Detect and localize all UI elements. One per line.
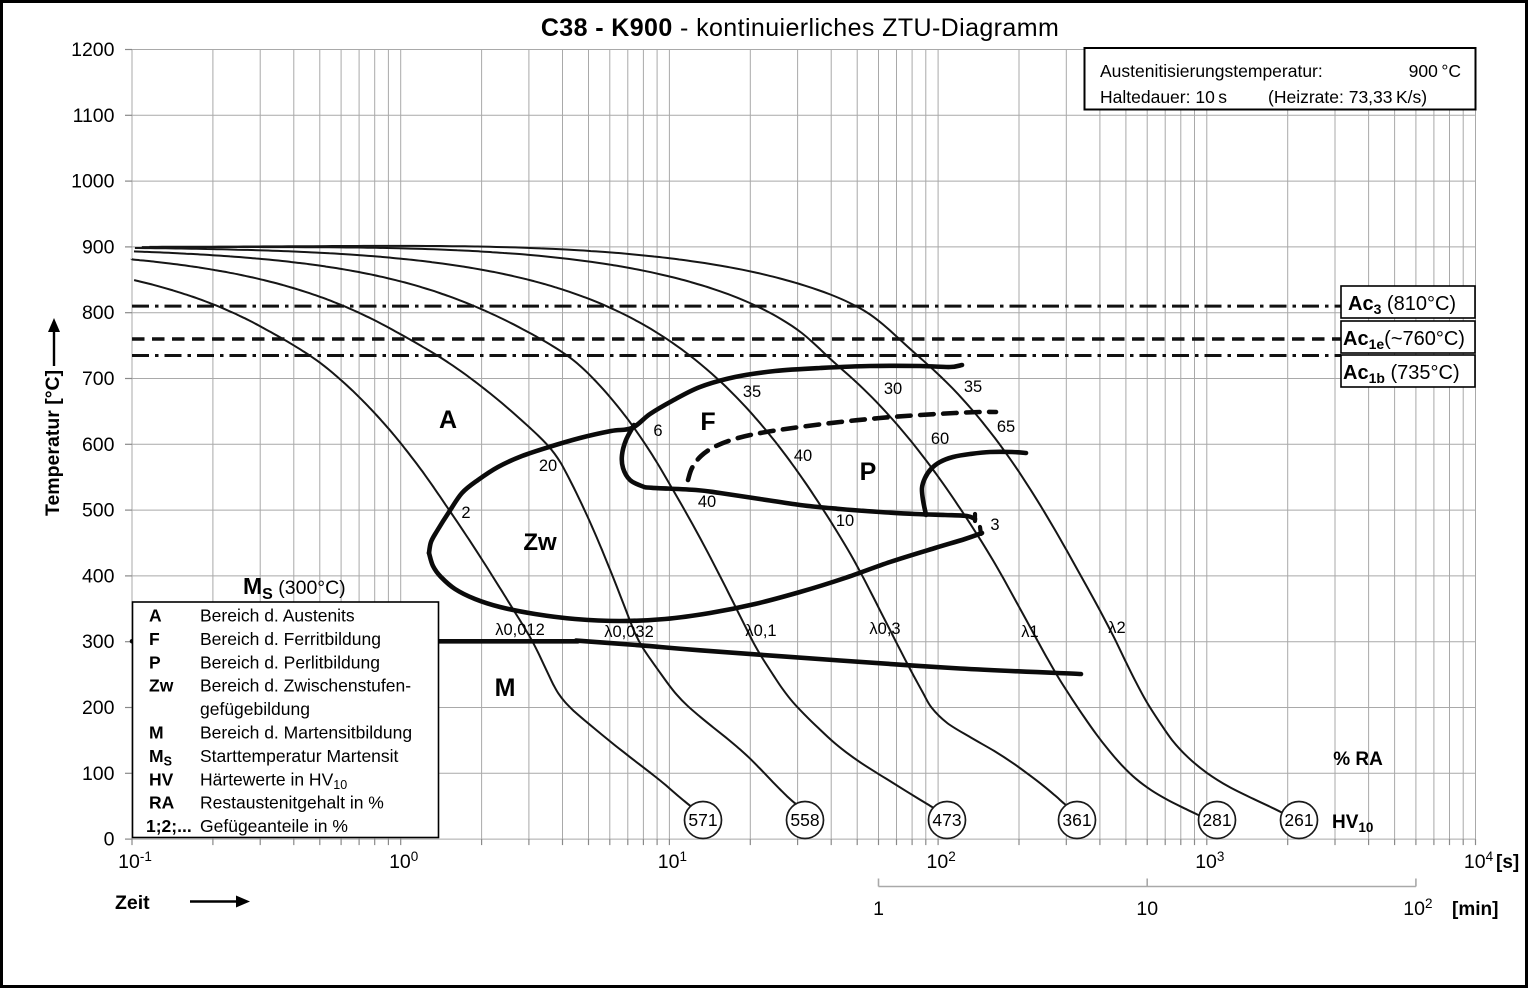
svg-text:[s]: [s] — [1496, 852, 1519, 873]
svg-text:104: 104 — [1464, 849, 1494, 873]
svg-text:1;2;...: 1;2;... — [146, 816, 192, 836]
svg-text:361: 361 — [1062, 810, 1091, 830]
svg-text:λ0,1: λ0,1 — [745, 622, 776, 640]
svg-text:900 °C: 900 °C — [1409, 61, 1461, 81]
svg-text:Zw: Zw — [149, 676, 174, 696]
svg-text:300: 300 — [82, 631, 115, 653]
svg-text:35: 35 — [964, 378, 982, 396]
svg-text:A: A — [149, 606, 162, 626]
svg-text:281: 281 — [1202, 810, 1231, 830]
svg-text:20: 20 — [539, 457, 557, 475]
svg-text:HV: HV — [149, 769, 174, 789]
svg-text:60: 60 — [931, 430, 949, 448]
svg-text:Austenitisierungstemperatur:: Austenitisierungstemperatur: — [1100, 61, 1323, 81]
svg-text:λ2: λ2 — [1108, 619, 1125, 637]
svg-text:1000: 1000 — [71, 171, 115, 193]
svg-text:0: 0 — [104, 829, 115, 851]
svg-text:102: 102 — [926, 849, 955, 873]
svg-text:40: 40 — [794, 447, 812, 465]
svg-text:900: 900 — [82, 236, 115, 258]
svg-text:3: 3 — [990, 516, 999, 534]
svg-text:Starttemperatur Martensit: Starttemperatur Martensit — [200, 746, 399, 766]
svg-text:A: A — [439, 406, 457, 434]
svg-text:1: 1 — [873, 898, 884, 920]
svg-text:10: 10 — [836, 512, 854, 530]
svg-text:P: P — [149, 652, 161, 672]
svg-text:Bereich d. Martensitbildung: Bereich d. Martensitbildung — [200, 723, 412, 743]
svg-text:101: 101 — [658, 849, 687, 873]
svg-text:Bereich d. Zwischenstufen-: Bereich d. Zwischenstufen- — [200, 676, 411, 696]
svg-text:100: 100 — [82, 763, 115, 785]
svg-text:Ac3 (810°C): Ac3 (810°C) — [1348, 293, 1456, 317]
svg-text:F: F — [149, 629, 160, 649]
svg-text:700: 700 — [82, 368, 115, 390]
svg-text:100: 100 — [389, 849, 418, 873]
svg-text:RA: RA — [149, 793, 175, 813]
svg-text:M: M — [149, 723, 164, 743]
svg-text:10: 10 — [1136, 898, 1158, 920]
svg-text:2: 2 — [461, 504, 470, 522]
svg-text:gefügebildung: gefügebildung — [200, 699, 310, 719]
svg-text:6: 6 — [653, 422, 662, 440]
svg-text:10-1: 10-1 — [118, 849, 152, 873]
svg-text:λ1: λ1 — [1021, 623, 1038, 641]
svg-text:1100: 1100 — [73, 105, 115, 127]
svg-text:λ0,012: λ0,012 — [495, 621, 545, 639]
svg-text:558: 558 — [790, 810, 819, 830]
svg-text:λ0,3: λ0,3 — [869, 620, 900, 638]
svg-text:Härtewerte in HV10: Härtewerte in HV10 — [200, 769, 347, 792]
svg-text:102: 102 — [1403, 896, 1432, 920]
svg-text:Ac1e(~760°C): Ac1e(~760°C) — [1343, 328, 1465, 352]
svg-text:1200: 1200 — [71, 39, 115, 61]
svg-text:λ0,032: λ0,032 — [604, 623, 654, 641]
svg-text:M: M — [495, 674, 516, 702]
svg-text:Bereich d. Austenits: Bereich d. Austenits — [200, 606, 355, 626]
svg-text:473: 473 — [932, 810, 961, 830]
svg-text:800: 800 — [82, 302, 115, 324]
svg-text:Gefügeanteile in %: Gefügeanteile in % — [200, 816, 348, 836]
svg-text:35: 35 — [743, 383, 761, 401]
svg-text:600: 600 — [82, 434, 115, 456]
svg-text:Ac1b (735°C): Ac1b (735°C) — [1343, 362, 1460, 386]
svg-text:Zeit: Zeit — [115, 892, 150, 914]
svg-text:C38 - K900 - kontinuierliches: C38 - K900 - kontinuierliches ZTU-Diagra… — [541, 14, 1059, 42]
svg-text:30: 30 — [884, 380, 902, 398]
svg-text:261: 261 — [1284, 810, 1313, 830]
svg-text:Bereich d. Ferritbildung: Bereich d. Ferritbildung — [200, 629, 381, 649]
svg-text:500: 500 — [82, 500, 115, 522]
svg-text:[min]: [min] — [1452, 899, 1498, 920]
svg-text:103: 103 — [1195, 849, 1224, 873]
svg-text:% RA: % RA — [1333, 749, 1383, 770]
svg-text:Temperatur [°C]: Temperatur [°C] — [42, 370, 64, 516]
svg-text:F: F — [700, 408, 715, 436]
svg-text:65: 65 — [997, 418, 1015, 436]
svg-text:571: 571 — [688, 810, 717, 830]
svg-text:400: 400 — [82, 565, 115, 587]
svg-text:P: P — [860, 458, 877, 486]
svg-text:40: 40 — [698, 493, 716, 511]
svg-text:MS (300°C): MS (300°C) — [243, 573, 346, 603]
svg-text:Restaustenitgehalt in %: Restaustenitgehalt in % — [200, 793, 384, 813]
svg-text:Haltedauer: 10 s: Haltedauer: 10 s — [1100, 87, 1227, 107]
svg-text:(Heizrate: 73,33 K/s): (Heizrate: 73,33 K/s) — [1268, 87, 1427, 107]
svg-text:200: 200 — [82, 697, 115, 719]
svg-text:HV10: HV10 — [1332, 812, 1373, 835]
svg-text:Zw: Zw — [523, 529, 557, 556]
svg-text:Bereich d. Perlitbildung: Bereich d. Perlitbildung — [200, 652, 380, 672]
